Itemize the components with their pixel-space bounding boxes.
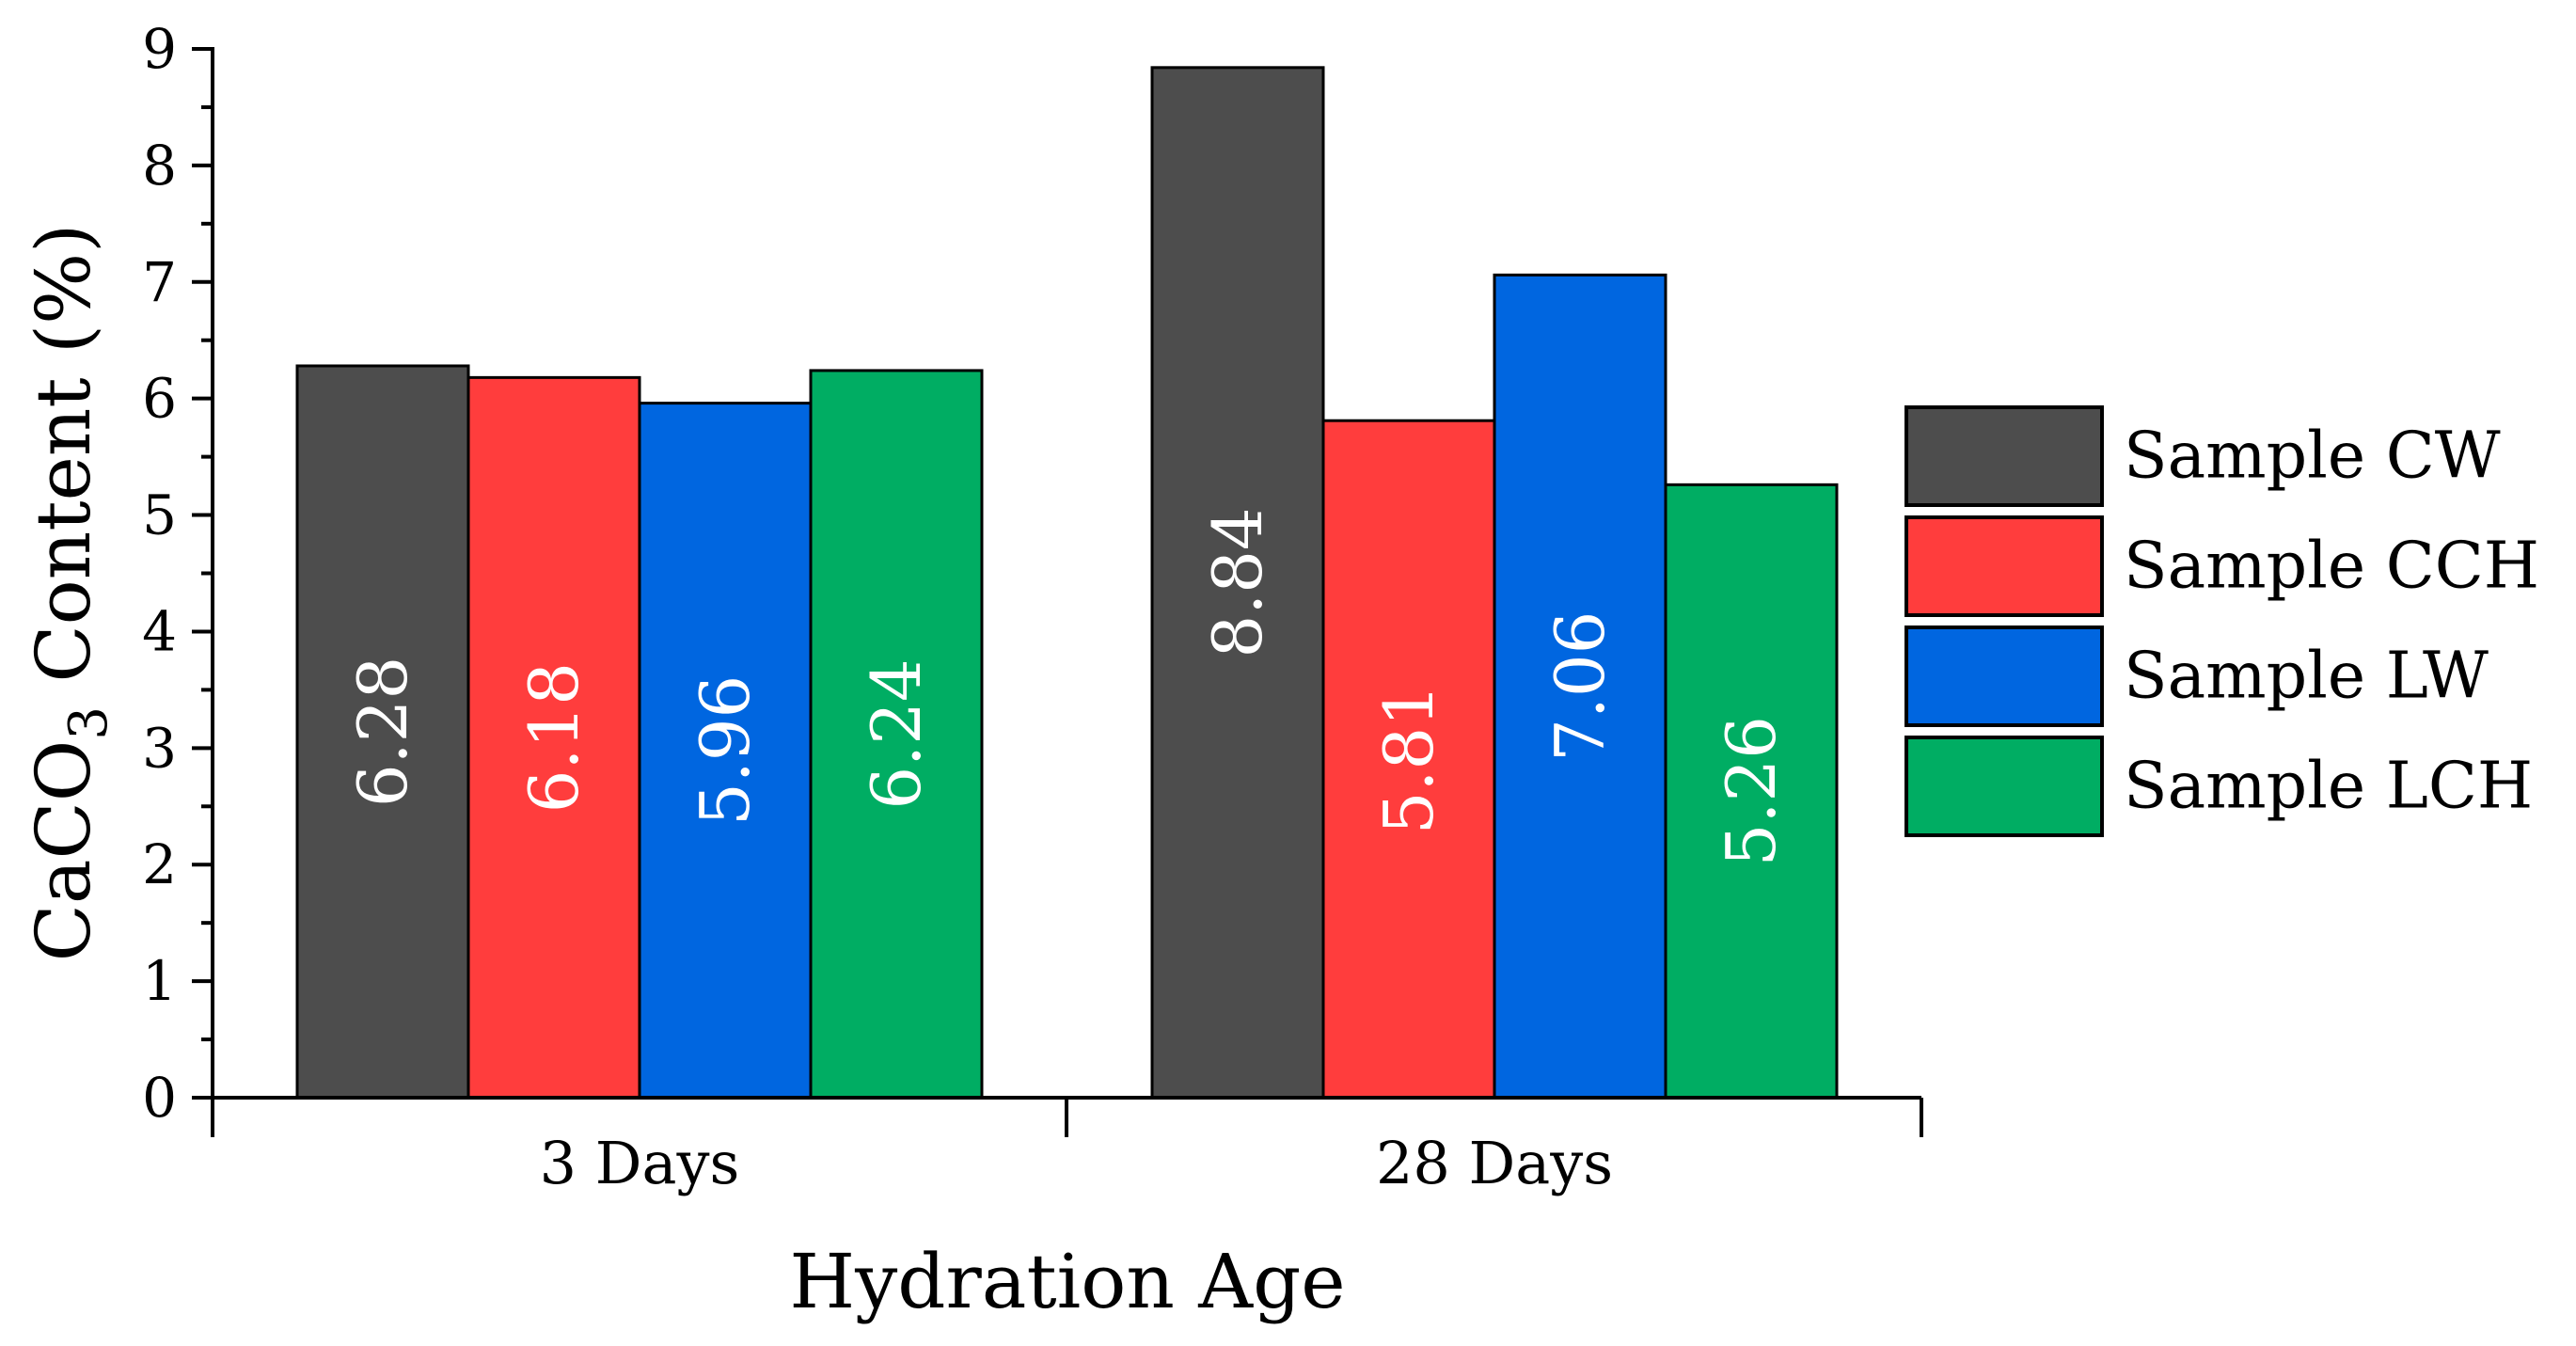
- data-label: 6.28: [343, 657, 422, 807]
- legend: Sample CW Sample CCH Sample LW Sample LCH: [1904, 405, 2539, 837]
- data-label: 8.84: [1198, 507, 1277, 657]
- data-label: 6.24: [857, 658, 936, 809]
- legend-swatch: [1904, 736, 2104, 837]
- bar: [466, 375, 641, 1100]
- bar: [1150, 66, 1325, 1100]
- legend-label: Sample CCH: [2124, 530, 2539, 604]
- svg-text:CaCO3 Content (%): CaCO3 Content (%): [20, 224, 119, 962]
- y-axis-title-subscript: 3: [58, 706, 119, 740]
- y-tick-label: 7: [142, 250, 177, 314]
- legend-label: Sample CW: [2124, 420, 2501, 494]
- bar: [1664, 483, 1839, 1100]
- bar: [1321, 419, 1496, 1100]
- x-tick-label: 28 Days: [1376, 1129, 1613, 1197]
- plot-area: 6.28 8.84 6.18 5.81 5.96 7.06 6.24 5.26: [295, 66, 1839, 1100]
- y-tick-label: 5: [142, 483, 177, 547]
- y-tick-label: 9: [142, 17, 177, 81]
- legend-label: Sample LCH: [2124, 750, 2533, 824]
- legend-swatch: [1904, 405, 2104, 507]
- legend-swatch: [1904, 625, 2104, 727]
- data-label: 6.18: [514, 662, 593, 813]
- y-tick-label: 4: [142, 599, 177, 663]
- data-label: 5.81: [1369, 684, 1448, 834]
- bar: [1493, 273, 1667, 1100]
- data-label: 5.96: [686, 675, 765, 826]
- y-axis-title: CaCO3 Content (%): [20, 224, 119, 962]
- y-tick-label: 3: [142, 716, 177, 780]
- y-tick-label: 1: [142, 949, 177, 1013]
- x-axis-title: Hydration Age: [789, 1238, 1345, 1325]
- y-axis-title-main: CaCO: [20, 740, 107, 962]
- data-label: 5.26: [1712, 716, 1791, 866]
- y-axis-title-suffix: Content (%): [20, 224, 107, 706]
- legend-swatch: [1904, 515, 2104, 617]
- y-tick-label: 6: [142, 367, 177, 431]
- x-tick-label: 3 Days: [540, 1129, 740, 1197]
- bar: [295, 364, 470, 1100]
- legend-label: Sample LW: [2124, 640, 2489, 714]
- data-label: 7.06: [1541, 611, 1620, 762]
- axes: 0 1 2 3 4 5 6 7 8 9 3 Days 28 Days: [142, 17, 1923, 1197]
- bar: [638, 402, 813, 1100]
- y-tick-label: 8: [142, 134, 177, 198]
- y-tick-label: 0: [142, 1066, 177, 1130]
- y-tick-label: 2: [142, 832, 177, 896]
